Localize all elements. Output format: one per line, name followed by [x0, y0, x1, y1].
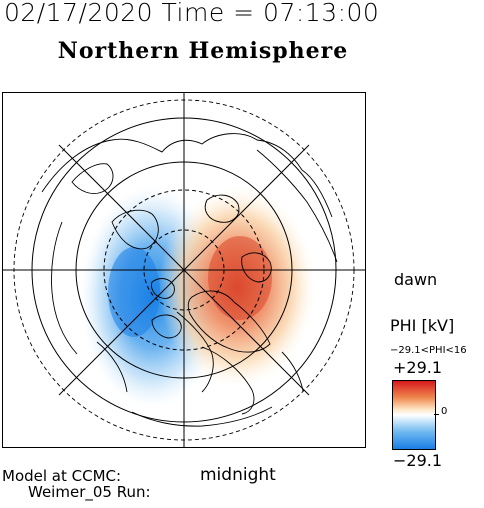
legend-max: +29.1: [393, 358, 443, 377]
legend-min: −29.1: [393, 451, 443, 470]
run-label: Weimer_05 Run:: [28, 483, 151, 501]
model-label: Model at CCMC:: [2, 467, 122, 485]
color-scale-bar: [392, 380, 436, 450]
midnight-label: midnight: [200, 465, 276, 485]
hemisphere-title: Northern Hemisphere: [57, 38, 349, 64]
meridian-grid: [2, 92, 366, 448]
legend-zero: 0: [441, 406, 448, 417]
legend-quantity: PHI [kV]: [390, 316, 455, 335]
legend-range: −29.1<PHI<16: [390, 345, 467, 356]
polar-map: [2, 92, 366, 448]
zero-tick: [434, 414, 439, 415]
timestamp: 02/17/2020 Time = 07:13:00: [4, 0, 380, 27]
dawn-label: dawn: [394, 270, 438, 289]
